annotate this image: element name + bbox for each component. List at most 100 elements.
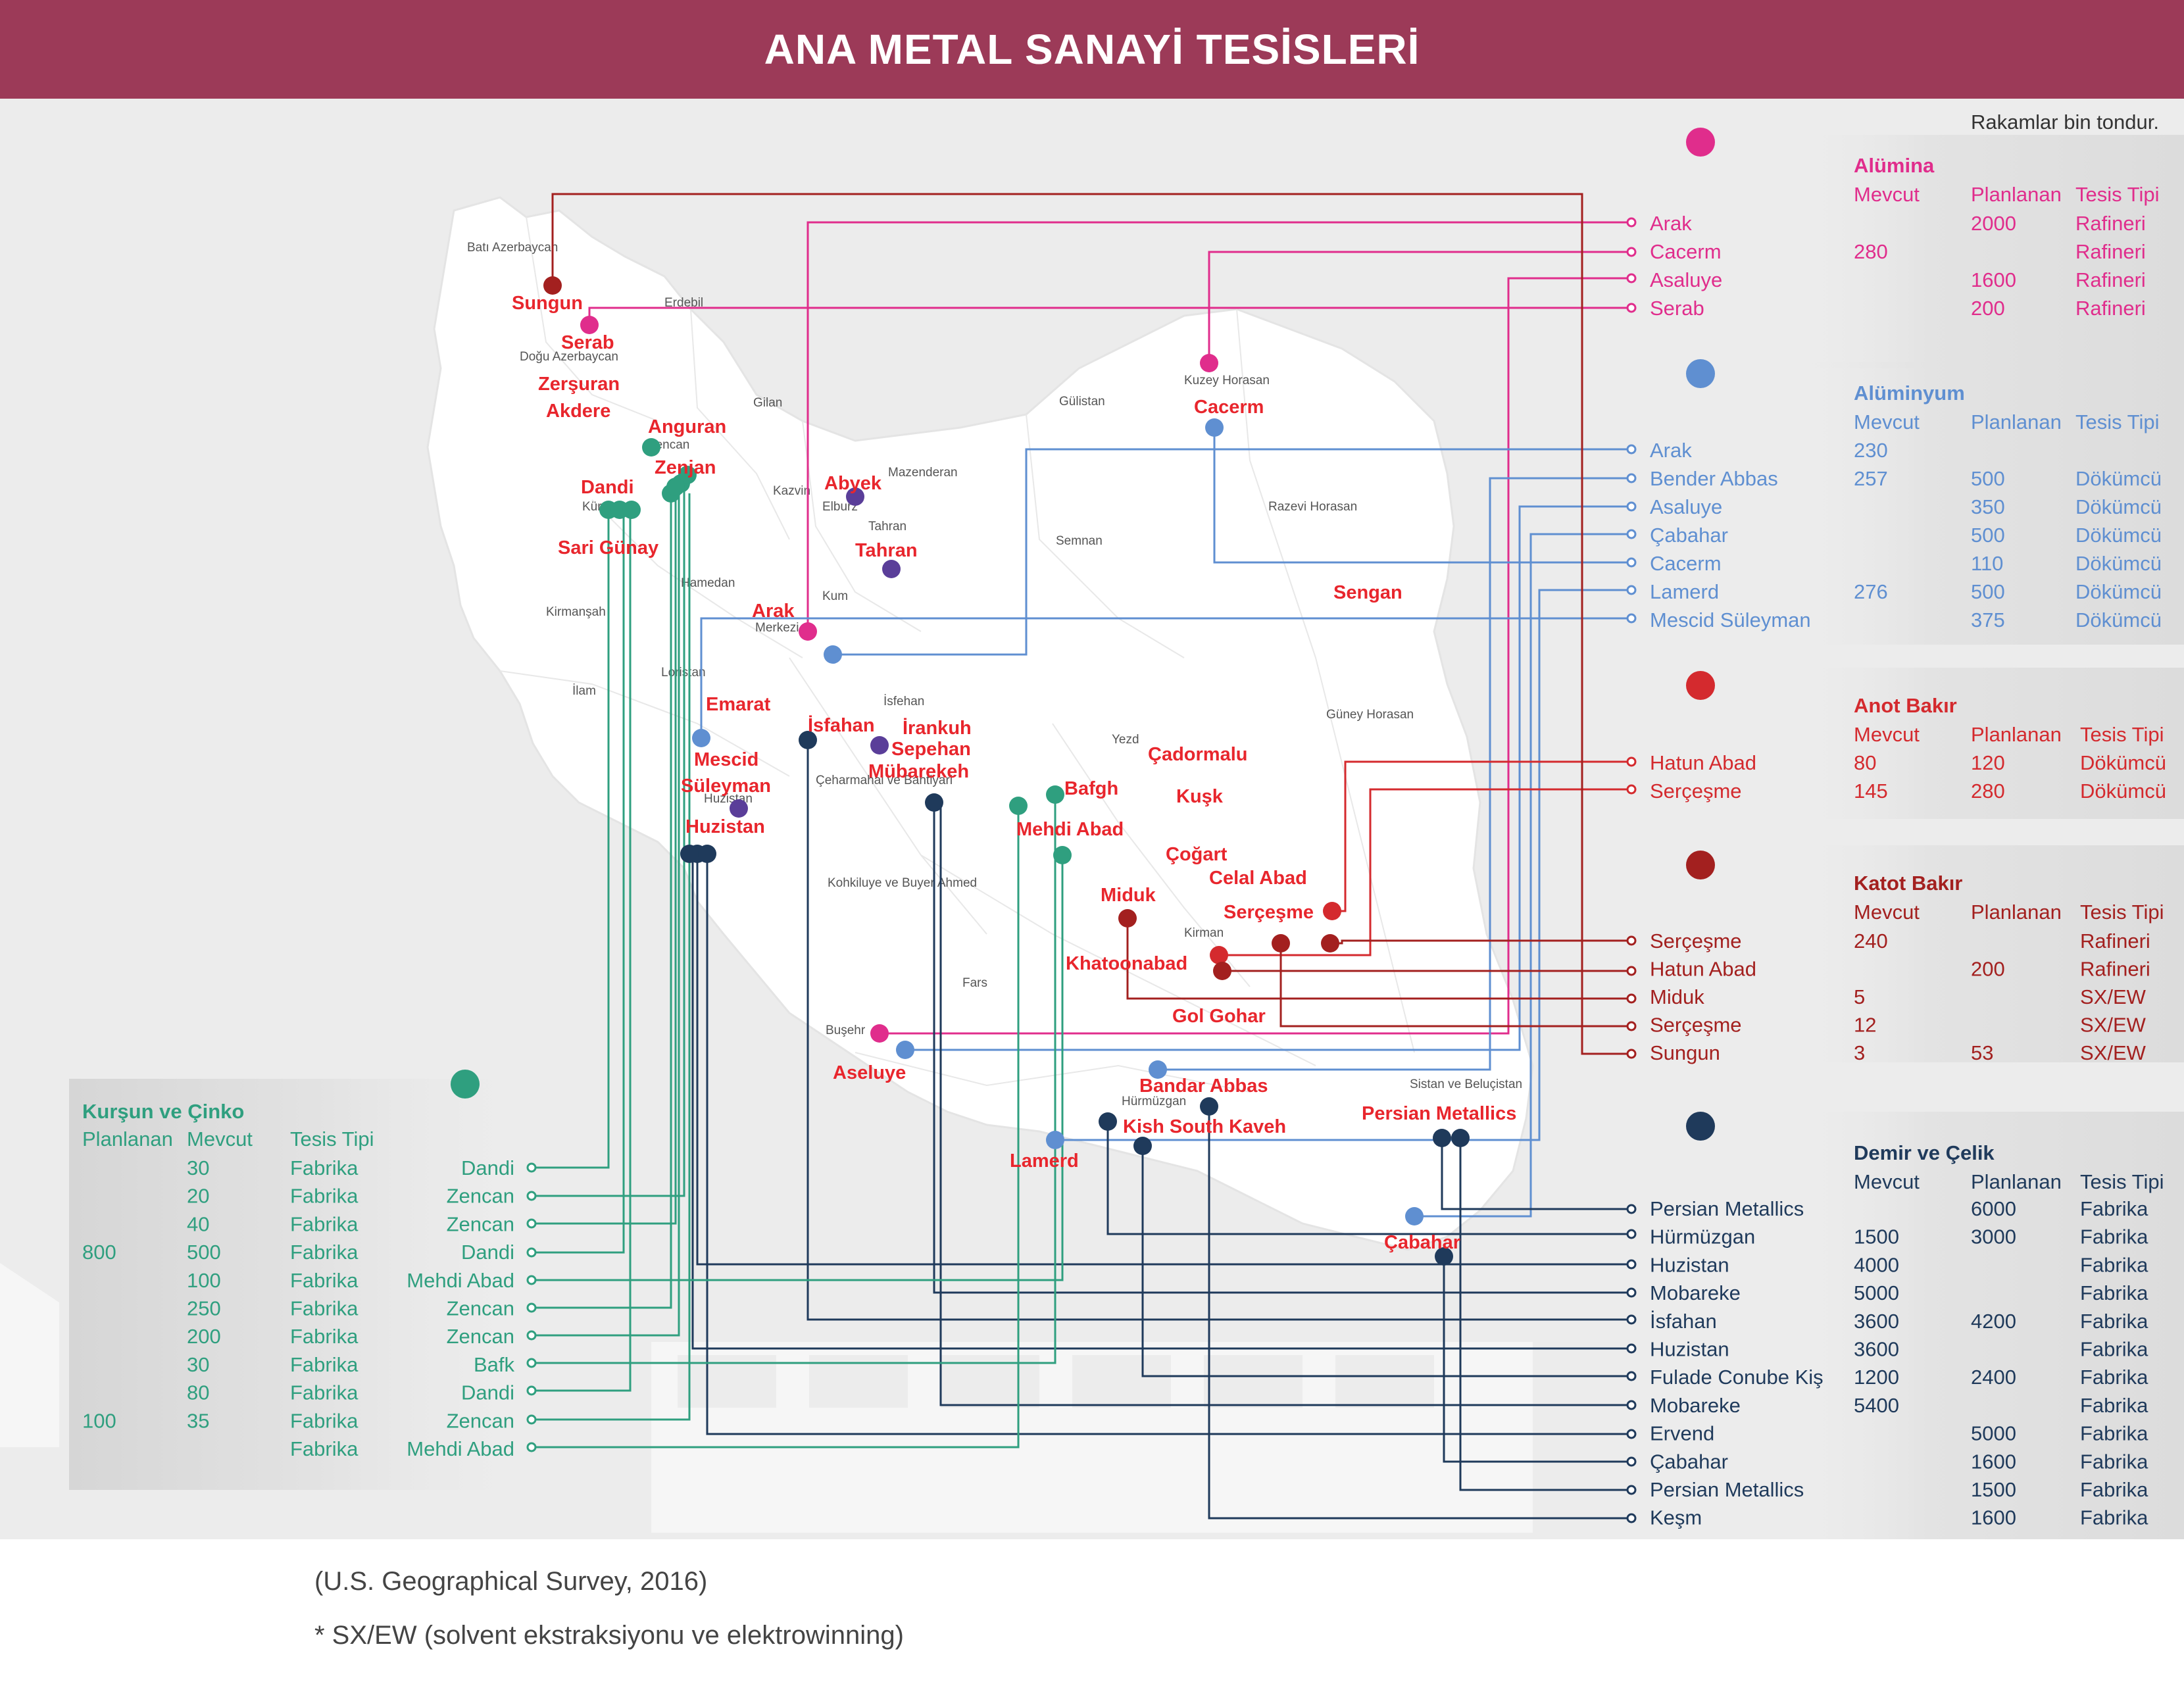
site-dot (1321, 934, 1339, 952)
demir-row-tip: Fabrika (2080, 1394, 2148, 1417)
region-label: Kirmanşah (546, 605, 606, 619)
route-demir-1 (1106, 1122, 1631, 1235)
demir-row-mevcut: 3600 (1854, 1338, 1899, 1361)
alumina-row-tip: Rafineri (2075, 268, 2146, 291)
route-end (1626, 501, 1637, 512)
site-dot (698, 845, 716, 863)
route-end (526, 1330, 537, 1341)
route-end (1626, 1229, 1637, 1239)
alumina-row-name: Arak (1650, 212, 1692, 235)
route-demir-0 (1441, 1138, 1631, 1210)
kursun-row-mevcut: 30 (187, 1353, 209, 1376)
kursun-header: Tesis Tipi (290, 1127, 374, 1150)
demir-row-name: Hürmüzgan (1650, 1225, 1755, 1249)
route-katot-sungun (551, 193, 1631, 1055)
katot-header: Tesis Tipi (2080, 901, 2164, 924)
site-dot (1046, 785, 1064, 804)
place-label: Aseluye (833, 1062, 906, 1083)
demir-row-name: Persian Metallics (1650, 1478, 1804, 1501)
katot-title: Katot Bakır (1854, 872, 1962, 895)
route-demir-8 (706, 854, 1631, 1435)
kursun-row-mevcut: 500 (187, 1241, 221, 1264)
anot-row-name: Hatun Abad (1650, 751, 1756, 774)
route-demir-9 (1443, 1256, 1631, 1463)
demir-title: Demir ve Çelik (1854, 1141, 1995, 1164)
route-end (1626, 993, 1637, 1004)
route-kursun-1 (532, 480, 685, 1197)
katot-row-tip: Rafineri (2080, 958, 2150, 981)
anot-row-mevcut: 80 (1854, 751, 1876, 774)
demir-row-tip: Fabrika (2080, 1366, 2148, 1389)
aluminyum-header: Mevcut (1854, 410, 1920, 433)
alumina-row-tip: Rafineri (2075, 240, 2146, 263)
place-label: Celal Abad (1209, 868, 1307, 889)
alumina-header: Planlanan (1971, 183, 2062, 206)
region-label: Çeharmahal ve Bahtiyari (816, 774, 953, 787)
site-dot (1213, 962, 1231, 980)
demir-row-tip: Fabrika (2080, 1281, 2148, 1304)
site-dot (896, 1041, 914, 1059)
aluminyum-row-planlanan: 375 (1971, 608, 2005, 631)
kursun-row-name: Zencan (447, 1297, 514, 1320)
katot-row-name: Serçeşme (1650, 929, 1742, 952)
kursun-row-tip: Fabrika (290, 1269, 359, 1292)
katot-row-tip: Rafineri (2080, 929, 2150, 952)
demir-row-planlanan: 4200 (1971, 1310, 2016, 1333)
demir-header: Planlanan (1971, 1170, 2062, 1193)
footer: (U.S. Geographical Survey, 2016) * SX/EW… (0, 1539, 2184, 1682)
demir-row-tip: Fabrika (2080, 1225, 2148, 1249)
demir-row-name: Ervend (1650, 1422, 1714, 1445)
kursun-row-tip: Fabrika (290, 1409, 359, 1432)
route-end (1626, 247, 1637, 257)
iran-silhouette (426, 196, 1534, 1251)
kursun-row-name: Mehdi Abad (407, 1269, 514, 1292)
kursun-header: Mevcut (187, 1127, 253, 1150)
aluminyum-header: Planlanan (1971, 410, 2062, 433)
route-demir-10 (1459, 1138, 1631, 1491)
demir-row-planlanan: 3000 (1971, 1225, 2016, 1249)
region-label: Kum (822, 589, 848, 603)
site-dot (870, 736, 889, 754)
region-label: Kirman (1184, 926, 1224, 940)
route-end (1626, 1204, 1637, 1214)
site-dot (1205, 418, 1224, 437)
place-label: İrankuh (903, 718, 972, 739)
footnote: * SX/EW (solvent ekstraksiyonu ve elektr… (314, 1621, 904, 1650)
place-label: Sepehan (891, 739, 971, 760)
demir-row-tip: Fabrika (2080, 1197, 2148, 1220)
aluminyum-row-tip: Dökümcü (2075, 552, 2162, 575)
route-end (1626, 585, 1637, 595)
route-end (526, 1442, 537, 1452)
aluminyum-row-name: Cacerm (1650, 552, 1722, 575)
demir-row-mevcut: 5000 (1854, 1281, 1899, 1304)
page-title: ANA METAL SANAYİ TESİSLERİ (764, 26, 1420, 73)
route-kursun-6 (532, 490, 680, 1337)
panel-bg-1 (1789, 362, 2184, 645)
kursun-row-name: Mehdi Abad (407, 1437, 514, 1460)
aluminyum-title: Alüminyum (1854, 382, 1965, 405)
kursun-row-name: Dandi (461, 1381, 514, 1404)
route-kursun-5 (532, 483, 672, 1309)
site-dot (799, 622, 817, 641)
place-label: Abyek (824, 473, 882, 494)
anot-header: Mevcut (1854, 723, 1920, 746)
aluminyum-row-name: Arak (1650, 439, 1692, 462)
alumina-row-name: Serab (1650, 297, 1704, 320)
region-label: Tahran (868, 520, 906, 533)
route-demir-6 (1141, 1146, 1631, 1377)
site-dots (543, 276, 1470, 1266)
site-dot (1099, 1112, 1117, 1131)
katot-row-name: Hatun Abad (1650, 958, 1756, 981)
route-alumina-cacerm (1208, 251, 1631, 363)
connector-lines (526, 193, 1637, 1523)
place-label: Bandar Abbas (1139, 1076, 1268, 1097)
route-end (1626, 784, 1637, 795)
katot-row-name: Sungun (1650, 1041, 1720, 1064)
header-bar: ANA METAL SANAYİ TESİSLERİ (0, 0, 2184, 99)
demir-header: Mevcut (1854, 1170, 1920, 1193)
place-label: Mübarekeh (868, 761, 969, 782)
anot-row-name: Serçeşme (1650, 779, 1742, 803)
demir-row-tip: Fabrika (2080, 1450, 2148, 1473)
demir-row-name: Çabahar (1650, 1450, 1728, 1473)
alumina-row-planlanan: 2000 (1971, 212, 2016, 235)
